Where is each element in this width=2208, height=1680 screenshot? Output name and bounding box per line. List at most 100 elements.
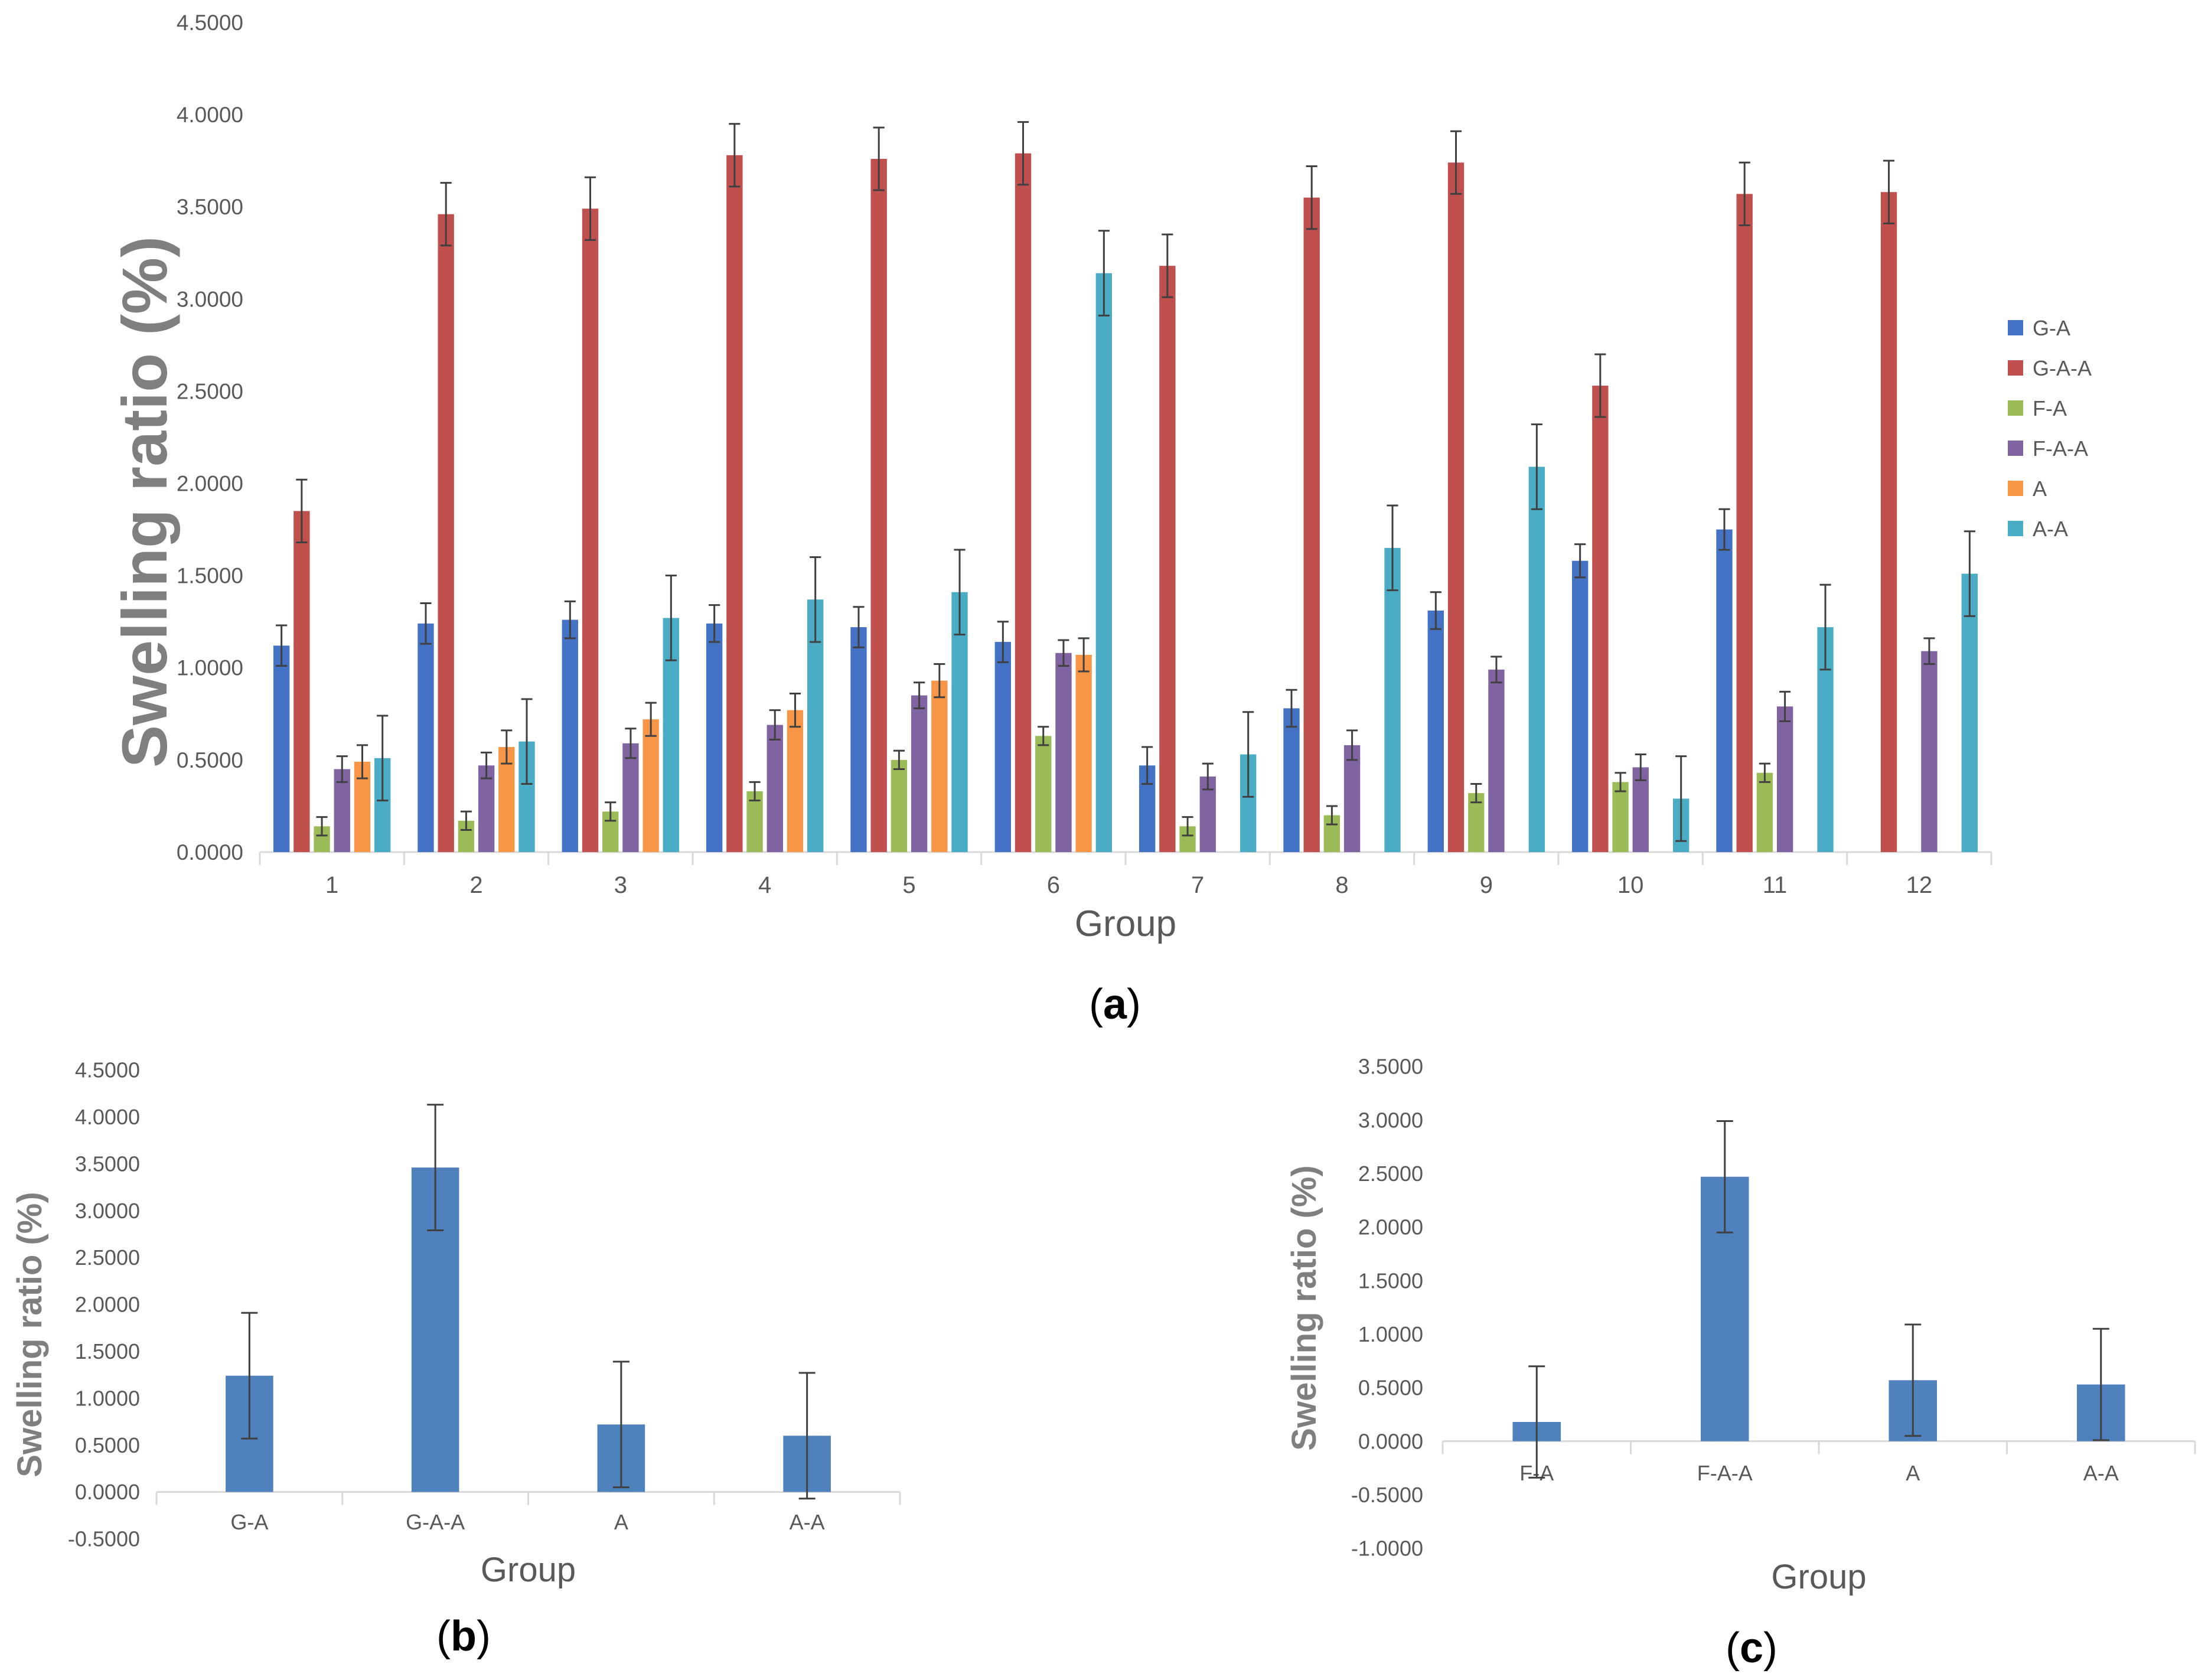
y-tick-label: 0.5000: [75, 1433, 140, 1457]
error-bar: [1182, 816, 1193, 837]
error-bar: [241, 1312, 258, 1440]
bar: [1921, 651, 1938, 852]
error-bar: [584, 176, 596, 241]
y-tick-label: 4.5000: [75, 1058, 140, 1082]
error-bar: [1491, 655, 1502, 684]
error-bar: [1819, 583, 1831, 671]
legend-swatch: [2008, 360, 2023, 376]
error-bar: [997, 621, 1009, 663]
legend-swatch: [2008, 481, 2023, 496]
y-tick-label: 3.5000: [177, 195, 243, 219]
error-bar: [1430, 591, 1441, 630]
y-tick-label: -1.0000: [1351, 1537, 1423, 1561]
bar: [1776, 706, 1793, 852]
bar: [418, 623, 434, 852]
y-tick-label: 0.0000: [177, 840, 243, 865]
error-bar: [1904, 1323, 1922, 1437]
error-bar: [1286, 689, 1297, 728]
error-bar: [1346, 729, 1358, 761]
error-bar: [481, 751, 493, 779]
error-bar: [377, 715, 389, 802]
error-bar: [1306, 165, 1317, 230]
bar: [1035, 736, 1052, 852]
bar: [1283, 708, 1300, 852]
bar: [273, 645, 290, 852]
bar: [951, 592, 968, 852]
bar: [911, 695, 928, 852]
error-bar: [1387, 504, 1398, 592]
y-tick-label: 0.0000: [75, 1480, 140, 1504]
error-bar: [1528, 1365, 1545, 1479]
x-tick-label: G-A: [230, 1510, 268, 1534]
y-tick-label: 1.0000: [75, 1386, 140, 1410]
y-tick-label: 0.5000: [177, 748, 243, 772]
x-tick-label: 9: [1480, 872, 1493, 898]
panel-letter: b: [451, 1613, 477, 1660]
bar: [994, 642, 1011, 852]
bar: [746, 791, 763, 852]
bar: [582, 208, 599, 852]
error-bar: [1615, 772, 1626, 792]
bar: [498, 747, 515, 852]
error-bar: [798, 1372, 816, 1500]
bar: [642, 719, 659, 852]
x-tick-label: 1: [325, 872, 338, 898]
error-bar: [276, 624, 288, 667]
y-tick-label: 3.0000: [75, 1199, 140, 1223]
y-tick-label: 0.5000: [1358, 1376, 1423, 1400]
y-tick-label: -0.5000: [1351, 1483, 1423, 1507]
error-bar: [665, 575, 677, 661]
error-bar: [420, 602, 432, 645]
bar: [1055, 653, 1072, 852]
bar: [1632, 767, 1649, 852]
error-bar: [1964, 530, 1975, 617]
error-bar: [934, 663, 945, 699]
error-bar: [729, 123, 741, 188]
x-tick-label: A: [614, 1510, 628, 1534]
bar: [478, 765, 495, 852]
legend-swatch: [2008, 441, 2023, 456]
bar: [622, 743, 639, 852]
x-tick-label: G-A-A: [406, 1510, 465, 1534]
y-axis-title: Swelling ratio (%): [11, 1192, 49, 1477]
error-bar: [1594, 353, 1606, 418]
y-tick-label: 1.5000: [1358, 1268, 1423, 1293]
y-tick-label: 4.5000: [177, 11, 243, 35]
error-bar: [612, 1361, 630, 1489]
bar: [1736, 194, 1753, 852]
x-tick-label: 10: [1617, 872, 1644, 898]
bar: [931, 680, 948, 852]
bar: [1571, 560, 1589, 852]
chart-c: -1.0000 -0.5000 0.0000 0.5000 1.0000 1.5000 2.…: [1285, 1055, 2196, 1672]
x-axis-title: Group: [481, 1551, 576, 1589]
bar: [1716, 529, 1733, 852]
error-bar: [1470, 782, 1482, 804]
error-bar: [296, 478, 308, 543]
error-bar: [1202, 762, 1214, 791]
y-tick-label: 0.0000: [1358, 1429, 1423, 1453]
error-bar: [1078, 637, 1090, 673]
bar: [1427, 610, 1444, 852]
error-bar: [1162, 233, 1173, 298]
x-axis-title: Group: [1771, 1558, 1866, 1596]
y-tick-label: 1.5000: [177, 564, 243, 588]
error-bar: [1098, 230, 1110, 317]
bar: [1592, 386, 1609, 852]
panel-caption: (c): [1726, 1624, 1778, 1672]
panel-caption: (b): [436, 1613, 491, 1660]
y-tick-label: 1.0000: [177, 656, 243, 680]
x-tick-label: 4: [758, 872, 771, 898]
error-bar: [810, 556, 821, 643]
error-bar: [501, 729, 513, 765]
y-tick-label: -0.5000: [68, 1527, 140, 1551]
y-tick-label: 2.0000: [177, 472, 243, 496]
x-tick-label: 6: [1047, 872, 1060, 898]
bar: [1528, 467, 1545, 852]
y-tick-label: 1.5000: [75, 1339, 140, 1363]
error-bar: [749, 781, 761, 802]
error-bar: [1635, 753, 1646, 781]
x-axis-title: Group: [1075, 903, 1176, 944]
legend-swatch: [2008, 521, 2023, 536]
y-tick-label: 3.0000: [177, 287, 243, 311]
